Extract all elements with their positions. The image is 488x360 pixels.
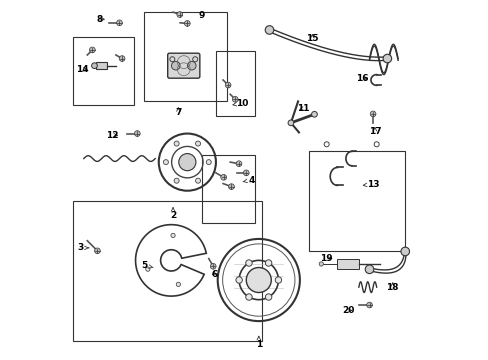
Circle shape — [145, 267, 150, 271]
Text: 11: 11 — [297, 104, 309, 113]
Circle shape — [119, 56, 125, 62]
Text: 17: 17 — [368, 127, 381, 136]
Text: 4: 4 — [243, 176, 254, 185]
Circle shape — [400, 247, 408, 256]
Text: 20: 20 — [341, 306, 354, 315]
Text: 18: 18 — [386, 283, 398, 292]
Text: 15: 15 — [305, 35, 318, 44]
Circle shape — [228, 184, 234, 189]
Text: 14: 14 — [76, 65, 88, 74]
Circle shape — [195, 178, 200, 183]
Text: 7: 7 — [175, 108, 181, 117]
Text: 2: 2 — [170, 208, 176, 220]
Circle shape — [94, 248, 100, 254]
Text: 10: 10 — [232, 99, 248, 108]
Text: 19: 19 — [320, 254, 332, 263]
Text: 3: 3 — [77, 243, 89, 252]
Circle shape — [311, 112, 317, 117]
Circle shape — [134, 131, 140, 136]
Bar — [337, 258, 358, 269]
Circle shape — [89, 47, 95, 53]
Text: 16: 16 — [355, 74, 368, 83]
Bar — [73, 202, 262, 341]
Text: 12: 12 — [106, 131, 118, 140]
Text: 13: 13 — [363, 180, 379, 189]
Circle shape — [210, 264, 216, 269]
Circle shape — [163, 159, 168, 165]
Circle shape — [170, 233, 175, 238]
Bar — [216, 51, 255, 116]
Text: 5: 5 — [141, 261, 153, 270]
Bar — [73, 37, 134, 105]
Circle shape — [116, 20, 122, 26]
Bar — [96, 62, 107, 69]
Circle shape — [91, 63, 97, 68]
Circle shape — [265, 260, 271, 266]
Bar — [201, 155, 255, 223]
Circle shape — [275, 277, 281, 283]
Circle shape — [319, 262, 323, 266]
Circle shape — [265, 294, 271, 300]
Circle shape — [195, 141, 200, 146]
Circle shape — [232, 96, 238, 102]
Circle shape — [221, 175, 226, 180]
Circle shape — [369, 111, 375, 117]
Circle shape — [176, 282, 180, 287]
Circle shape — [206, 159, 211, 165]
Circle shape — [171, 62, 180, 70]
Circle shape — [382, 54, 391, 63]
Text: 6: 6 — [211, 270, 217, 279]
Circle shape — [264, 26, 273, 34]
Circle shape — [187, 62, 196, 70]
Circle shape — [235, 277, 242, 283]
Bar — [308, 152, 405, 251]
Circle shape — [174, 141, 179, 146]
Text: 1: 1 — [255, 336, 262, 349]
Circle shape — [243, 170, 248, 176]
Circle shape — [245, 260, 252, 266]
Circle shape — [225, 82, 230, 88]
Circle shape — [179, 154, 196, 171]
Circle shape — [174, 178, 179, 183]
FancyBboxPatch shape — [167, 53, 200, 78]
Circle shape — [177, 12, 182, 17]
Circle shape — [366, 302, 372, 308]
Bar — [144, 12, 226, 102]
Circle shape — [236, 161, 242, 167]
Circle shape — [246, 267, 271, 293]
Circle shape — [287, 120, 293, 126]
Text: 8: 8 — [97, 15, 104, 24]
Text: 9: 9 — [198, 11, 204, 20]
Circle shape — [365, 265, 373, 274]
Circle shape — [245, 294, 252, 300]
Circle shape — [184, 21, 190, 26]
